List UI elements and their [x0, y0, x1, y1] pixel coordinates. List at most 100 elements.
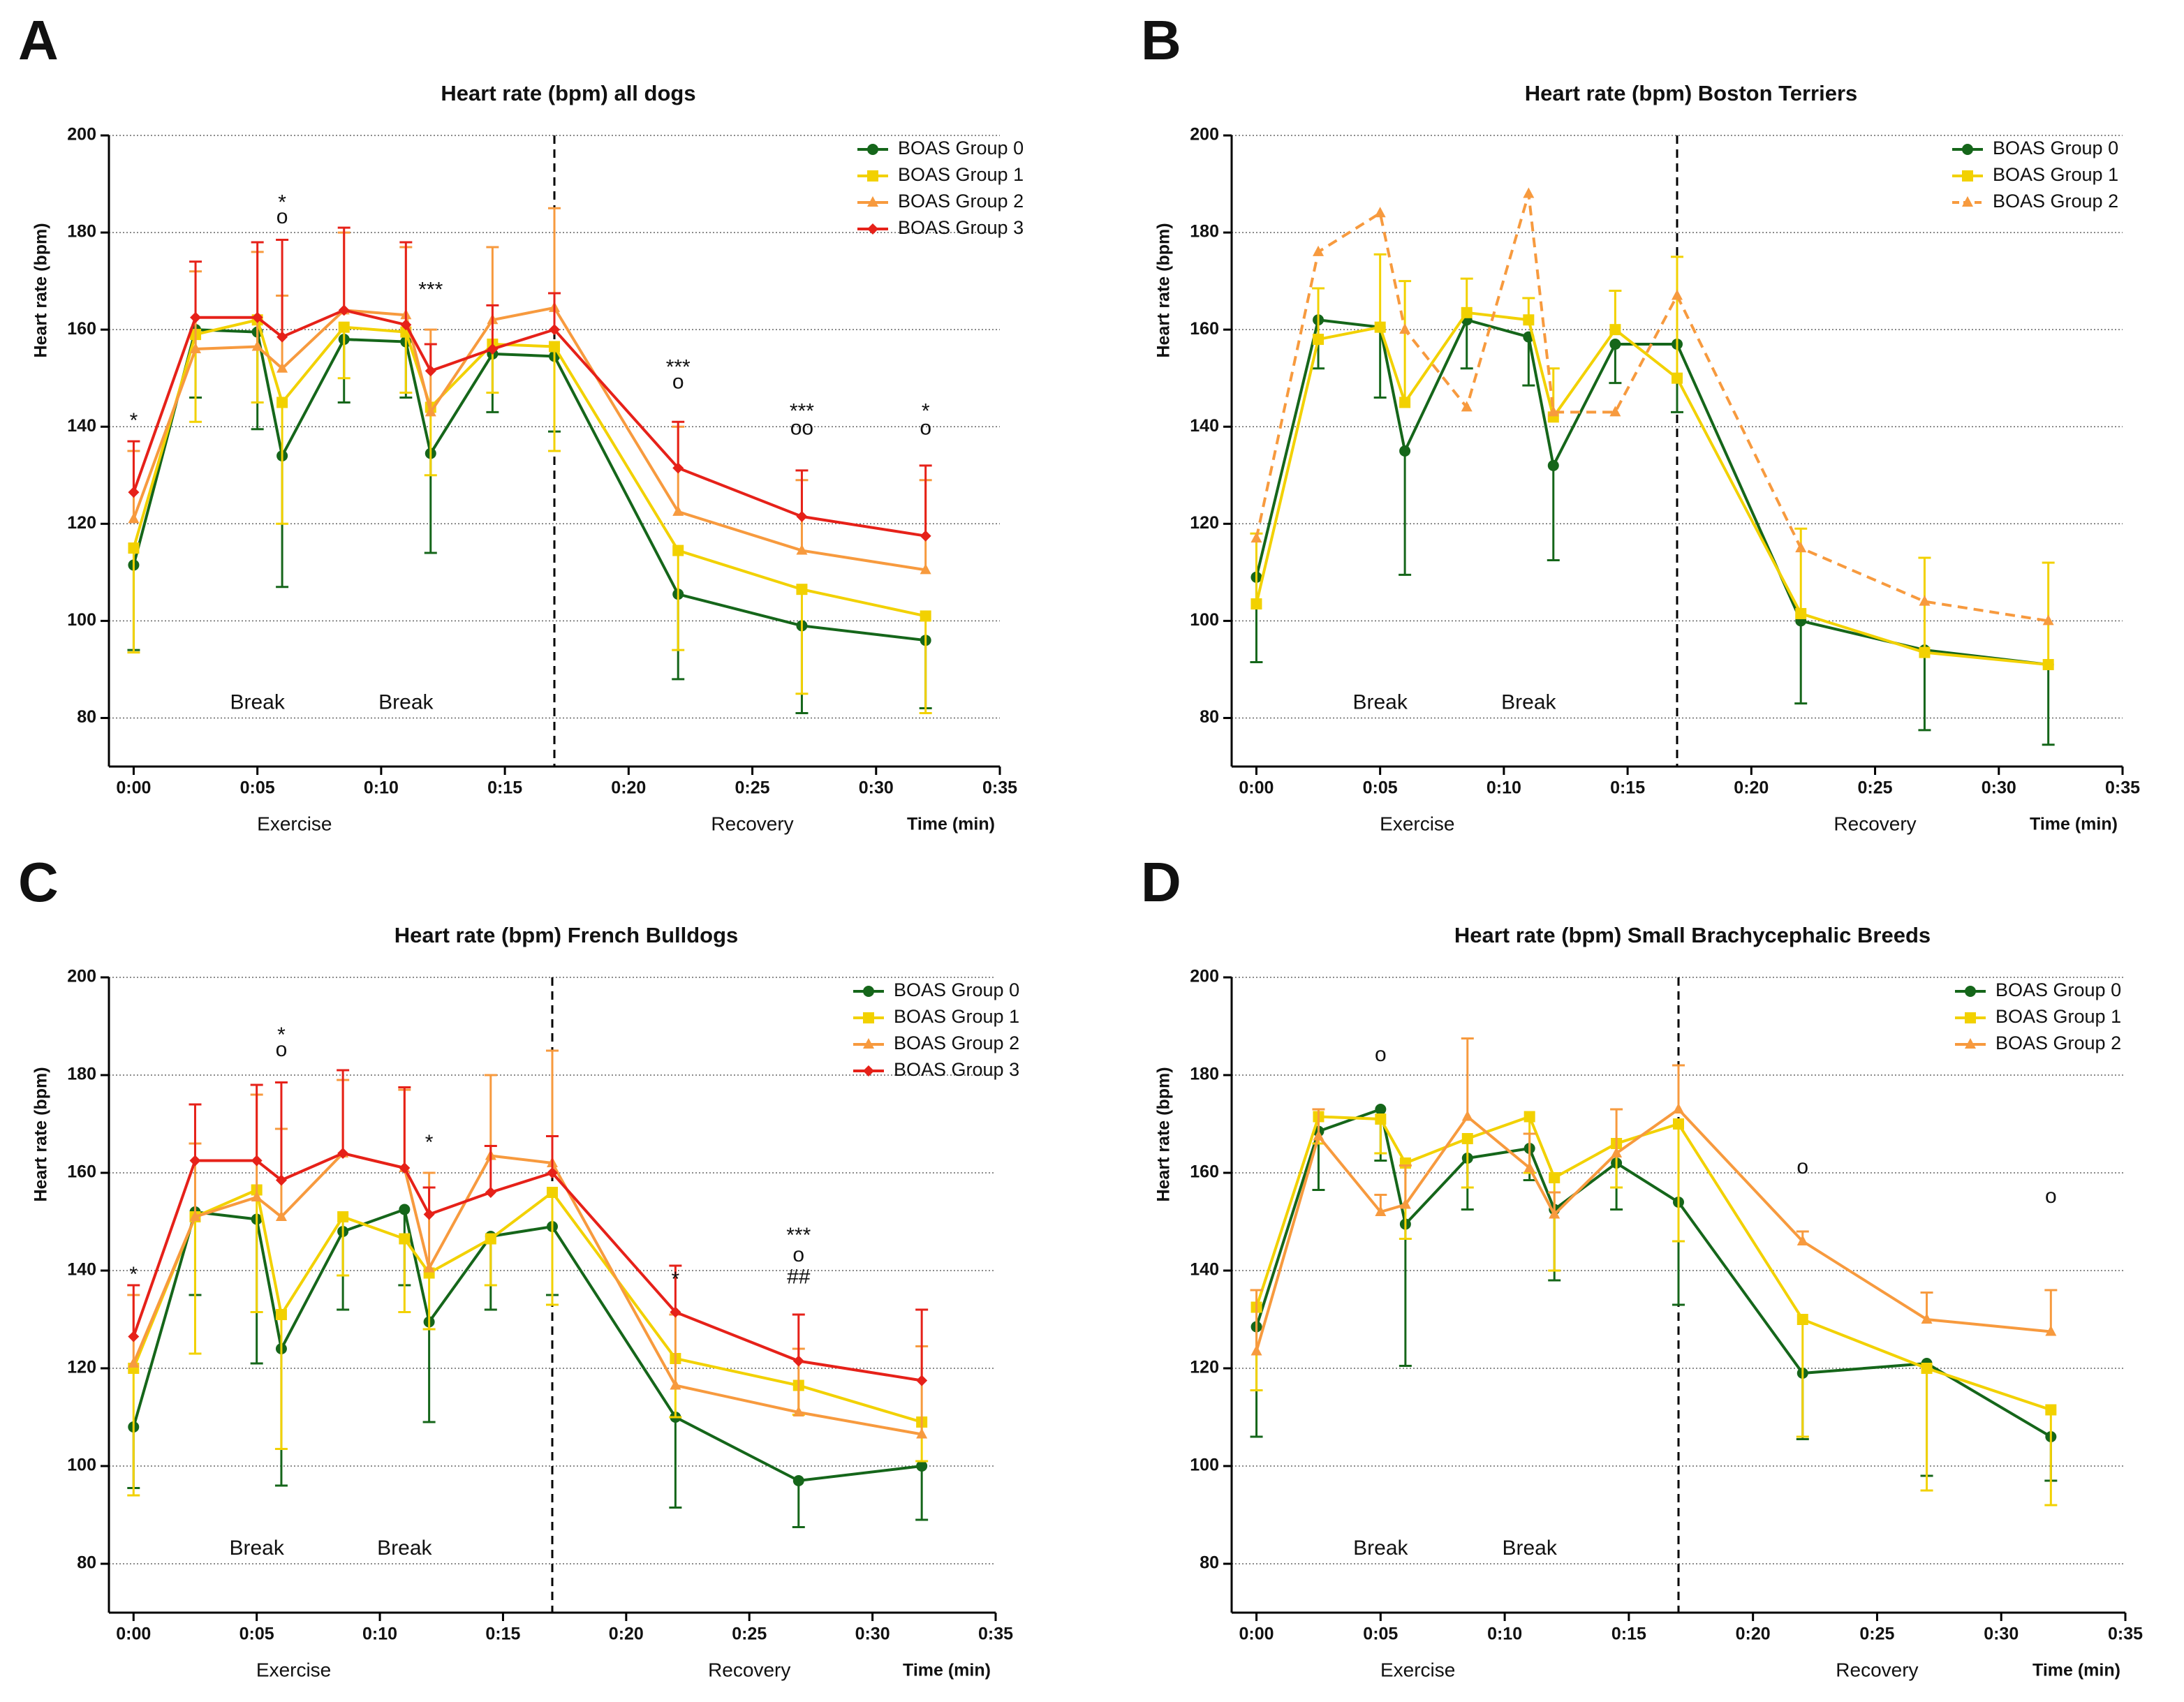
annotation: ## — [787, 1265, 811, 1288]
error-bar — [127, 1368, 140, 1497]
x-axis-label: Time (min) — [2030, 815, 2118, 834]
marker — [1461, 1110, 1473, 1121]
marker — [275, 1211, 287, 1221]
y-tick-label: 120 — [1190, 513, 1219, 533]
error-bar — [2044, 1409, 2058, 1507]
marker — [1374, 207, 1386, 218]
legend-marker — [863, 1065, 874, 1076]
series-line — [132, 318, 927, 618]
y-tick-label: 180 — [1190, 1065, 1219, 1084]
annotation: o — [920, 417, 931, 440]
legend-label: BOAS Group 0 — [1995, 979, 2121, 1000]
marker — [338, 304, 350, 316]
marker — [1796, 1314, 1808, 1325]
marker — [1313, 1130, 1325, 1141]
legend-marker — [863, 986, 874, 997]
y-tick-label: 160 — [1190, 319, 1219, 339]
legend-marker — [1965, 1012, 1976, 1023]
marker — [1461, 401, 1473, 412]
y-tick-label: 120 — [1190, 1358, 1219, 1377]
chart-title: Heart rate (bpm) Boston Terriers — [1525, 81, 1858, 105]
error-bar — [399, 241, 413, 325]
marker — [1796, 1235, 1808, 1245]
marker — [1523, 1111, 1535, 1123]
marker — [1921, 1313, 1933, 1324]
y-tick-label: 200 — [67, 125, 96, 145]
series-line — [132, 1187, 922, 1423]
error-bar — [1460, 277, 1473, 313]
annotation: Break — [1352, 691, 1408, 714]
error-bar — [919, 616, 932, 715]
error-bar — [2044, 1289, 2058, 1332]
error-bar — [672, 550, 685, 651]
x-tick-label: 0:25 — [1858, 778, 1893, 798]
legend-label: BOAS Group 1 — [1993, 164, 2118, 185]
marker — [337, 1148, 349, 1159]
marker — [916, 1460, 928, 1472]
marker — [1399, 397, 1411, 408]
marker — [251, 311, 263, 323]
annotation: Break — [1502, 1537, 1557, 1560]
marker — [1374, 321, 1386, 333]
marker — [1375, 1206, 1387, 1216]
panel-chart: B Heart rate (bpm) Boston Terriers Heart r… — [1141, 9, 2140, 834]
legend-label: BOAS Group 0 — [894, 979, 1019, 1000]
x-tick-label: 0:25 — [735, 778, 770, 798]
marker — [1250, 532, 1262, 543]
series-line — [132, 1151, 922, 1436]
error-bar — [1610, 1108, 1623, 1153]
legend-label: BOAS Group 2 — [1995, 1033, 2121, 1053]
x-tick-label: 0:15 — [485, 1625, 520, 1644]
x-tick-label: 0:25 — [732, 1625, 767, 1644]
annotation: *** — [786, 1224, 811, 1247]
phase-label: Exercise — [1380, 1659, 1455, 1680]
marker — [920, 610, 931, 622]
marker — [1313, 245, 1325, 256]
marker — [338, 321, 350, 333]
marker — [1375, 1104, 1387, 1115]
error-bar — [1399, 280, 1412, 403]
marker — [423, 1208, 435, 1220]
x-tick-label: 0:35 — [982, 778, 1017, 798]
marker — [128, 542, 140, 554]
y-tick-label: 180 — [1190, 222, 1219, 242]
error-bar — [422, 1273, 436, 1331]
marker — [1523, 1162, 1535, 1172]
marker — [423, 1261, 435, 1273]
series-line — [132, 1207, 922, 1483]
x-tick-label: 0:30 — [1984, 1625, 2019, 1644]
x-tick-label: 0:20 — [1734, 778, 1769, 798]
annotation: Break — [229, 1537, 284, 1560]
legend-marker — [867, 196, 878, 207]
marker — [672, 545, 684, 556]
error-bar — [337, 1069, 350, 1153]
phase-label: Recovery — [1836, 1659, 1918, 1680]
x-tick-label: 0:35 — [2108, 1625, 2143, 1644]
x-tick-label: 0:10 — [1487, 1625, 1522, 1644]
annotation: * — [672, 1268, 680, 1291]
marker — [672, 462, 684, 474]
series-line — [1255, 1107, 2051, 1352]
annotation: o — [276, 1038, 288, 1061]
error-bar — [669, 1264, 682, 1312]
y-tick-label: 140 — [1190, 1260, 1219, 1280]
marker — [1609, 406, 1621, 417]
chart-title: Heart rate (bpm) all dogs — [441, 81, 695, 105]
annotation: Break — [1353, 1537, 1408, 1560]
y-tick-label: 120 — [67, 1358, 96, 1377]
error-bar — [548, 346, 561, 452]
legend-label: BOAS Group 3 — [898, 217, 1024, 238]
error-bar — [1609, 344, 1622, 385]
marker — [485, 1233, 496, 1245]
error-bar — [127, 1284, 140, 1337]
x-tick-label: 0:05 — [1363, 1625, 1398, 1644]
annotation: * — [922, 399, 930, 422]
marker — [2045, 1325, 2057, 1336]
marker — [189, 1155, 201, 1167]
error-bar — [1672, 1124, 1685, 1243]
error-bar — [1461, 1139, 1474, 1189]
error-bar — [915, 1308, 929, 1381]
error-bar — [422, 1322, 436, 1423]
chart-title: Heart rate (bpm) Small Brachycephalic Br… — [1454, 923, 1931, 947]
